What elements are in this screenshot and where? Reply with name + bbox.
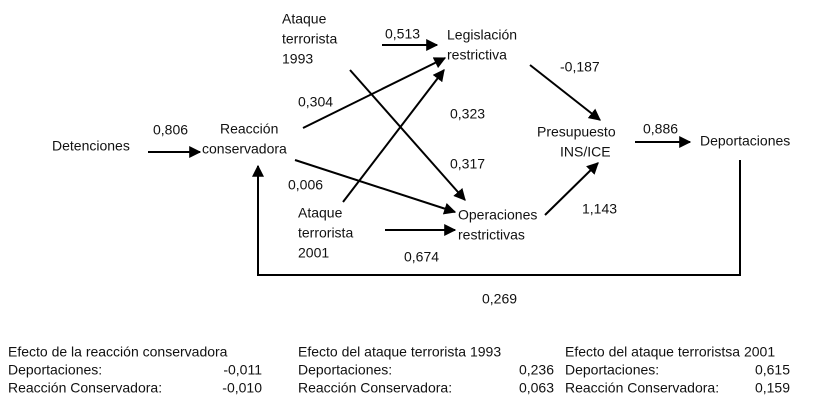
effect-value: 0,159 xyxy=(755,380,790,396)
node-label: Detenciones xyxy=(52,138,130,154)
node-label: INS/ICE xyxy=(560,144,611,160)
effect-label: Reacción Conservadora: xyxy=(8,380,162,396)
effect-value: 0,236 xyxy=(519,362,554,378)
node-label: Legislación xyxy=(447,27,517,43)
edge-label: 0,674 xyxy=(404,249,439,265)
edge-label: 0,304 xyxy=(298,94,333,110)
node-label: Ataque xyxy=(298,205,343,221)
node-label: 1993 xyxy=(282,51,313,67)
feedback-arrow xyxy=(252,160,741,276)
nodes: Detenciones Reacción conservadora Ataque… xyxy=(52,11,790,261)
arrow xyxy=(342,69,445,203)
arrow xyxy=(294,159,457,215)
node-label: restrictiva xyxy=(447,47,507,63)
effect-label: Deportaciones: xyxy=(565,362,659,378)
effect-label: Reacción Conservadora: xyxy=(298,380,452,396)
node-label: Operaciones xyxy=(458,207,537,223)
node-label: 2001 xyxy=(298,245,329,261)
node-label: Presupuesto xyxy=(537,124,616,140)
edge-labels: 0,806 0,513 0,304 0,323 0,317 0,006 0,67… xyxy=(153,26,678,307)
effect-title: Efecto del ataque terrorista 1993 xyxy=(298,344,501,360)
node-label: Ataque xyxy=(282,11,327,27)
edge-label: 0,269 xyxy=(482,291,517,307)
arrow xyxy=(349,69,466,201)
edge-label: 0,006 xyxy=(288,177,323,193)
node-label: Deportaciones xyxy=(700,133,790,149)
effect-title: Efecto de la reacción conservadora xyxy=(8,344,228,360)
effect-label: Reacción Conservadora: xyxy=(565,380,719,396)
effect-title: Efecto del ataque terroristsa 2001 xyxy=(565,344,775,360)
edge-label: 1,143 xyxy=(582,201,617,217)
edge-label: 0,323 xyxy=(450,106,485,122)
effect-label: Deportaciones: xyxy=(8,362,102,378)
effects: Efecto de la reacción conservadora Depor… xyxy=(8,344,790,396)
node-label: terrorista xyxy=(282,31,337,47)
node-label: terrorista xyxy=(298,225,353,241)
effect-value: -0,010 xyxy=(222,380,262,396)
arrows xyxy=(148,39,741,276)
edge-label: 0,317 xyxy=(450,156,485,172)
arrow xyxy=(529,64,601,121)
edge-label: -0,187 xyxy=(560,59,600,75)
effect-value: 0,615 xyxy=(755,362,790,378)
arrow xyxy=(302,57,447,129)
node-label: restrictivas xyxy=(458,227,525,243)
edge-label: 0,886 xyxy=(643,121,678,137)
node-label: conservadora xyxy=(202,141,287,157)
arrow xyxy=(544,162,599,216)
edge-label: 0,513 xyxy=(385,26,420,42)
effect-label: Deportaciones: xyxy=(298,362,392,378)
effect-value: -0,011 xyxy=(223,362,262,378)
node-label: Reacción xyxy=(220,121,278,137)
effect-value: 0,063 xyxy=(519,380,554,396)
edge-label: 0,806 xyxy=(153,122,188,138)
